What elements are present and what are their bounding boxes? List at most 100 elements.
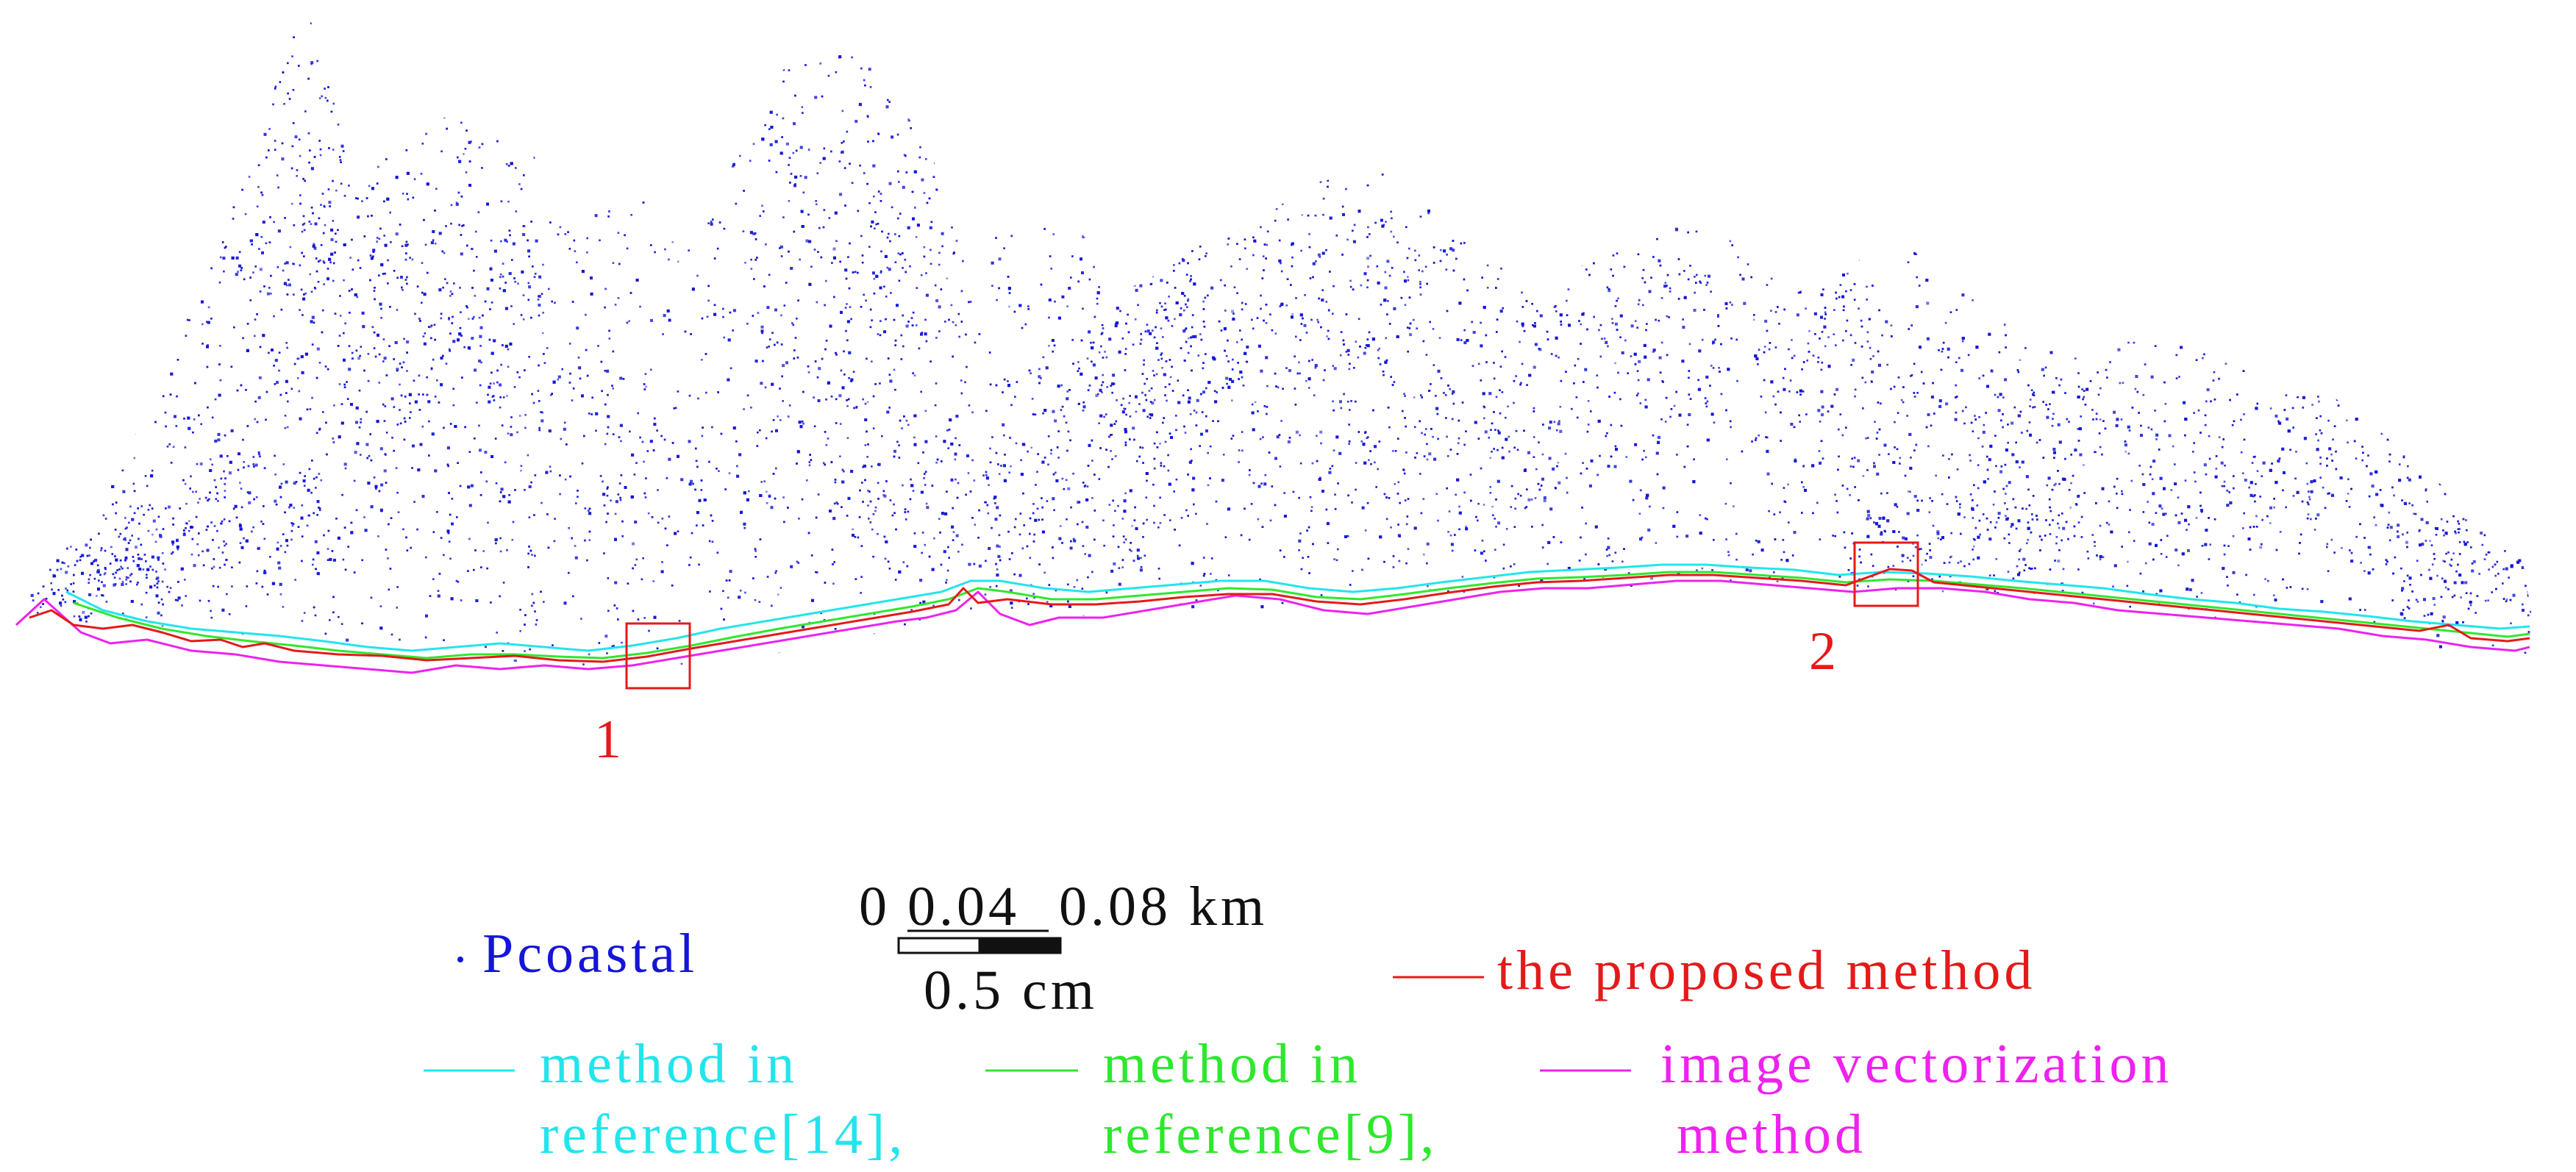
point — [1322, 118, 1324, 120]
point — [595, 157, 598, 160]
point — [546, 33, 549, 36]
point — [2199, 239, 2202, 242]
point — [1928, 115, 1931, 117]
point — [1863, 250, 1866, 253]
point — [149, 265, 151, 268]
point — [1340, 674, 1342, 676]
point — [2310, 635, 2313, 637]
point — [32, 24, 35, 27]
point — [39, 384, 42, 386]
point — [2000, 195, 2003, 197]
point — [2158, 225, 2160, 228]
point — [1459, 177, 1462, 180]
point — [178, 240, 182, 244]
point — [1216, 192, 1219, 194]
point — [2411, 396, 2414, 399]
point — [638, 152, 641, 155]
point — [1112, 190, 1115, 192]
point — [2124, 654, 2128, 658]
point — [2081, 150, 2084, 152]
point — [1952, 129, 1955, 132]
point — [2431, 668, 2434, 669]
point — [2245, 61, 2247, 63]
point — [256, 667, 260, 669]
point — [1892, 153, 1895, 155]
point — [74, 151, 77, 154]
point — [647, 673, 649, 675]
point — [190, 635, 192, 638]
point — [25, 462, 28, 465]
point — [1730, 41, 1733, 43]
point — [1392, 102, 1396, 106]
point — [2242, 472, 2244, 474]
point — [449, 295, 452, 297]
point — [1338, 127, 1341, 130]
point — [51, 85, 55, 89]
point — [2097, 165, 2099, 167]
point — [2062, 225, 2065, 227]
point — [613, 189, 616, 192]
point — [89, 301, 92, 303]
point — [2340, 179, 2343, 182]
point — [1646, 214, 1649, 216]
point — [1774, 232, 1776, 235]
point — [1151, 401, 1155, 405]
point — [814, 676, 817, 679]
point — [1678, 199, 1680, 202]
point — [2547, 576, 2549, 579]
point — [1118, 220, 1121, 223]
point — [1137, 304, 1139, 307]
point — [2122, 210, 2124, 212]
point — [216, 185, 218, 187]
point — [443, 113, 446, 115]
point — [1238, 78, 1240, 80]
point — [1500, 167, 1502, 170]
point — [1694, 33, 1696, 36]
point — [1645, 456, 1647, 459]
point — [690, 479, 693, 483]
point — [2475, 493, 2477, 496]
point — [396, 85, 399, 87]
point — [1010, 32, 1013, 35]
point — [939, 104, 943, 107]
point — [93, 160, 96, 163]
point — [1095, 70, 1097, 73]
point — [1274, 332, 1277, 335]
point — [2283, 29, 2286, 31]
point — [2143, 16, 2146, 19]
point — [1863, 662, 1866, 665]
point — [2420, 174, 2422, 176]
point — [73, 665, 76, 668]
point — [1674, 227, 1678, 231]
point — [1387, 675, 1390, 678]
point — [1741, 623, 1744, 626]
point — [975, 136, 979, 140]
point — [2509, 35, 2511, 37]
point — [1769, 618, 1771, 621]
point — [65, 441, 67, 444]
point — [1834, 493, 1836, 496]
point — [144, 62, 147, 65]
point — [1535, 260, 1537, 263]
point — [1246, 346, 1249, 349]
point — [2213, 147, 2216, 149]
point — [2372, 399, 2375, 401]
point — [1000, 182, 1002, 185]
point — [2536, 240, 2537, 242]
point — [2455, 264, 2458, 267]
point — [2534, 657, 2537, 661]
point — [1247, 87, 1251, 90]
point — [1180, 131, 1183, 133]
point — [114, 425, 116, 428]
point — [930, 632, 932, 635]
point — [1130, 277, 1132, 279]
point — [2502, 532, 2505, 535]
point — [2374, 293, 2376, 296]
point — [118, 535, 121, 538]
point — [284, 415, 287, 417]
point — [146, 210, 149, 212]
point — [87, 152, 90, 155]
point — [2533, 555, 2536, 558]
point — [495, 20, 497, 22]
point — [1188, 232, 1191, 234]
